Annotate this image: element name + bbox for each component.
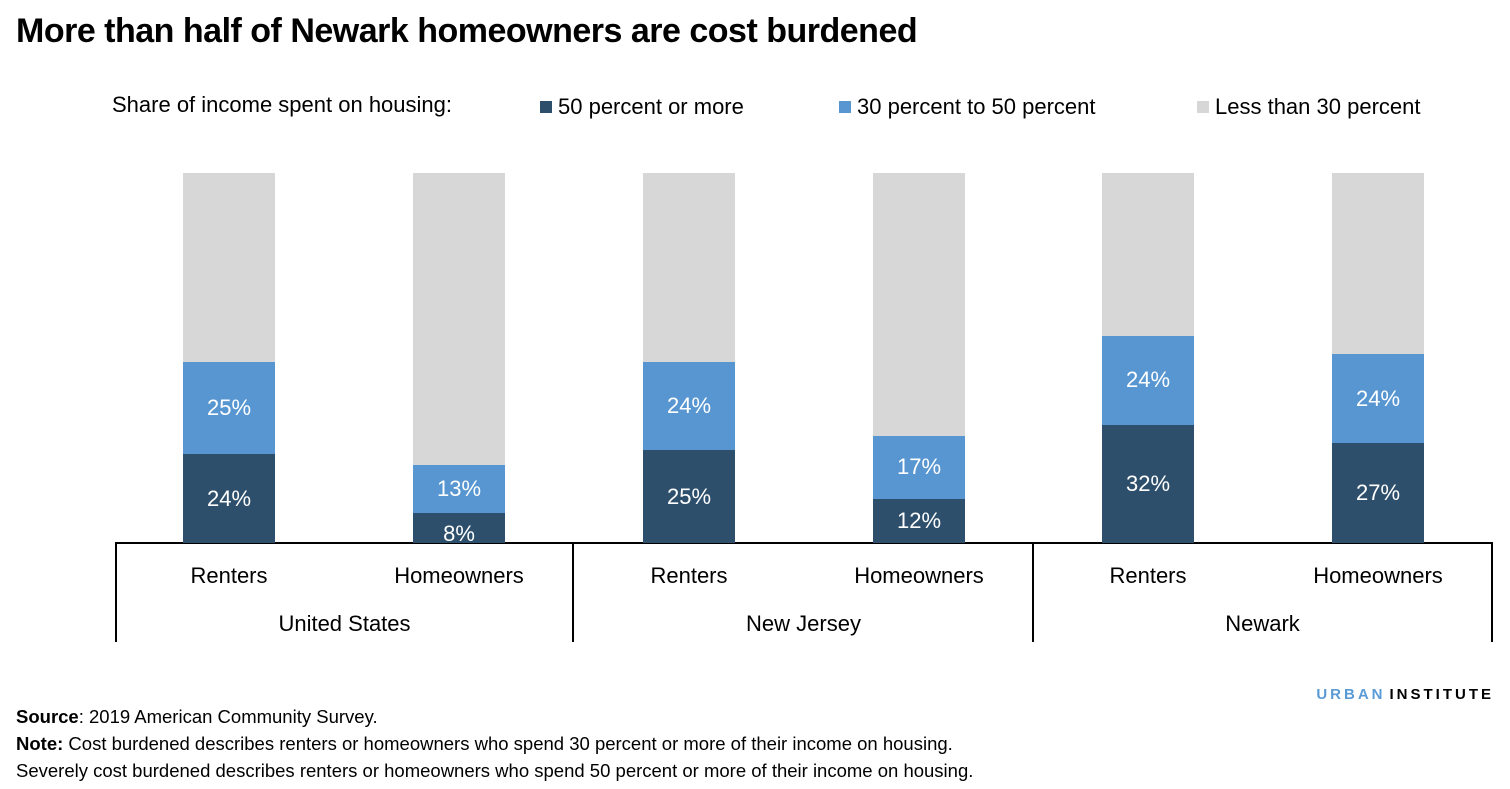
note-label: Note: (16, 733, 64, 754)
logo-institute: INSTITUTE (1389, 686, 1494, 703)
data-label: 27% (1355, 480, 1401, 506)
plot-area: Renters Homeowners Renters Homeowners Re… (115, 173, 1493, 642)
data-label: 24% (206, 485, 252, 511)
legend-item-label: Less than 30 percent (1215, 94, 1421, 119)
bar-segment: 24% (1332, 354, 1424, 444)
legend-item-30-50: 30 percent to 50 percent (839, 94, 1096, 120)
data-label: 12% (896, 507, 942, 533)
stacked-bar: 25% 24% (183, 173, 275, 543)
legend-item-50-plus: 50 percent or more (540, 94, 744, 120)
stacked-bar: 24% 27% (1332, 173, 1424, 543)
legend-swatch-icon (1197, 101, 1209, 113)
stacked-bar: 24% 25% (643, 173, 735, 543)
bar-segment: 24% (1102, 335, 1194, 425)
bar-segment: 25% (643, 450, 735, 543)
category-label: Renters (650, 563, 728, 588)
data-label: 13% (436, 476, 482, 502)
bar-segment: 27% (1332, 443, 1424, 543)
bar-segment (873, 173, 965, 436)
data-label: 24% (666, 393, 712, 419)
data-label: 24% (1355, 385, 1401, 411)
category-label: Homeowners (394, 563, 524, 588)
bar-segment (413, 173, 505, 466)
legend-swatch-icon (540, 101, 552, 113)
group-label: Newark (1225, 611, 1300, 636)
data-label: 25% (666, 483, 712, 509)
logo-urban: URBAN (1316, 686, 1386, 703)
legend: Share of income spent on housing: 50 per… (0, 92, 1510, 124)
note-text: Cost burdened describes renters or homeo… (63, 733, 953, 754)
data-label: 24% (1125, 367, 1171, 393)
category-label: Renters (1109, 563, 1187, 588)
category-label: Homeowners (854, 563, 984, 588)
source-label: Source (16, 706, 79, 727)
legend-item-label: 30 percent to 50 percent (857, 94, 1096, 119)
legend-swatch-icon (839, 101, 851, 113)
bar-segment: 12% (873, 498, 965, 543)
urban-institute-logo: URBAN INSTITUTE (1316, 686, 1494, 703)
data-label: 32% (1125, 470, 1171, 496)
source-line: Source: 2019 American Community Survey. (16, 703, 973, 730)
chart-title: More than half of Newark homeowners are … (16, 12, 918, 50)
stacked-bar: 24% 32% (1102, 173, 1194, 543)
bar-segment: 24% (643, 361, 735, 451)
stacked-bar: 13% 8% (413, 173, 505, 546)
bar-segment: 32% (1102, 424, 1194, 543)
category-label: Renters (190, 563, 268, 588)
note-line: Note: Cost burdened describes renters or… (16, 730, 973, 757)
bar-segment (183, 173, 275, 362)
source-text: : 2019 American Community Survey. (78, 706, 378, 727)
data-label: 17% (896, 454, 942, 480)
legend-title: Share of income spent on housing: (112, 92, 453, 117)
bar-segment: 8% (413, 513, 505, 546)
stacked-bar: 17% 12% (873, 173, 965, 543)
data-label: 8% (443, 521, 475, 547)
bar-segment: 25% (183, 361, 275, 455)
category-label: Homeowners (1313, 563, 1443, 588)
bar-segment (1332, 173, 1424, 355)
x-axis-line (115, 542, 1493, 544)
group-separator (1032, 542, 1034, 642)
note-line-2: Severely cost burdened describes renters… (16, 760, 974, 781)
bar-segment (643, 173, 735, 362)
group-separator (572, 542, 574, 642)
legend-item-label: 50 percent or more (558, 94, 744, 119)
footer-notes: Source: 2019 American Community Survey. … (16, 703, 973, 784)
group-label: United States (278, 611, 411, 636)
group-separator (115, 542, 117, 642)
legend-item-under-30: Less than 30 percent (1197, 94, 1420, 120)
bar-segment: 13% (413, 465, 505, 514)
data-label: 25% (206, 394, 252, 420)
bar-segment: 17% (873, 435, 965, 499)
group-label: New Jersey (746, 611, 861, 636)
bar-segment: 24% (183, 454, 275, 543)
bar-segment (1102, 173, 1194, 336)
group-separator (1491, 542, 1493, 642)
